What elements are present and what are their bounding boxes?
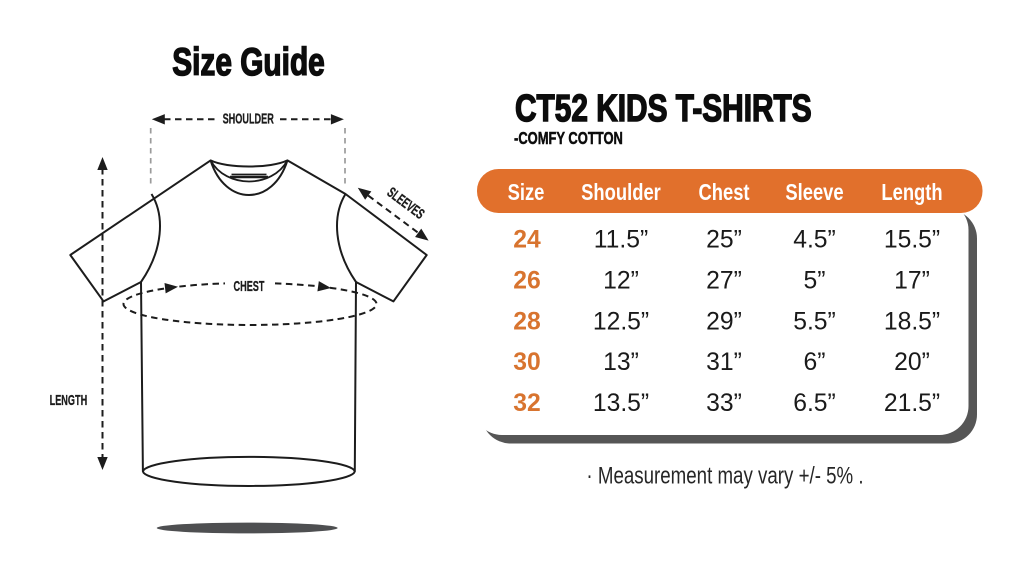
svg-text:33”: 33” [706,390,742,417]
svg-text:Sleeve: Sleeve [785,180,843,205]
svg-text:LENGTH: LENGTH [50,392,88,409]
svg-text:31”: 31” [706,349,742,376]
svg-text:17”: 17” [894,268,930,295]
svg-text:6”: 6” [804,349,826,376]
svg-text:12.5”: 12.5” [593,309,649,336]
svg-text:32: 32 [513,390,540,417]
svg-text:5.5”: 5.5” [793,309,836,336]
svg-text:13”: 13” [603,349,639,376]
svg-text:13.5”: 13.5” [593,390,649,417]
svg-text:· Measurement may vary +/- 5%: · Measurement may vary +/- 5% . [586,462,863,489]
svg-text:27”: 27” [706,268,742,295]
svg-text:Size: Size [508,180,545,205]
svg-text:20”: 20” [894,349,930,376]
svg-text:24: 24 [513,227,541,254]
svg-text:6.5”: 6.5” [793,390,836,417]
svg-text:26: 26 [513,268,540,295]
svg-text:Chest: Chest [698,180,749,205]
svg-text:5”: 5” [804,268,826,295]
svg-text:15.5”: 15.5” [884,227,940,254]
svg-text:Size Guide: Size Guide [172,41,325,84]
svg-text:11.5”: 11.5” [594,227,648,254]
svg-text:21.5”: 21.5” [884,390,940,417]
svg-text:-COMFY COTTON: -COMFY COTTON [514,129,623,149]
svg-text:18.5”: 18.5” [884,309,940,336]
svg-text:25”: 25” [706,227,742,254]
svg-text:CHEST: CHEST [234,278,265,295]
svg-text:29”: 29” [706,309,742,336]
svg-text:Length: Length [881,180,942,205]
svg-text:28: 28 [513,309,540,336]
svg-text:12”: 12” [603,268,639,295]
svg-text:SHOULDER: SHOULDER [223,110,274,127]
svg-text:30: 30 [513,349,540,376]
svg-text:CT52 KIDS T-SHIRTS: CT52 KIDS T-SHIRTS [515,88,812,130]
svg-text:4.5”: 4.5” [793,227,836,254]
svg-text:Shoulder: Shoulder [581,180,661,205]
